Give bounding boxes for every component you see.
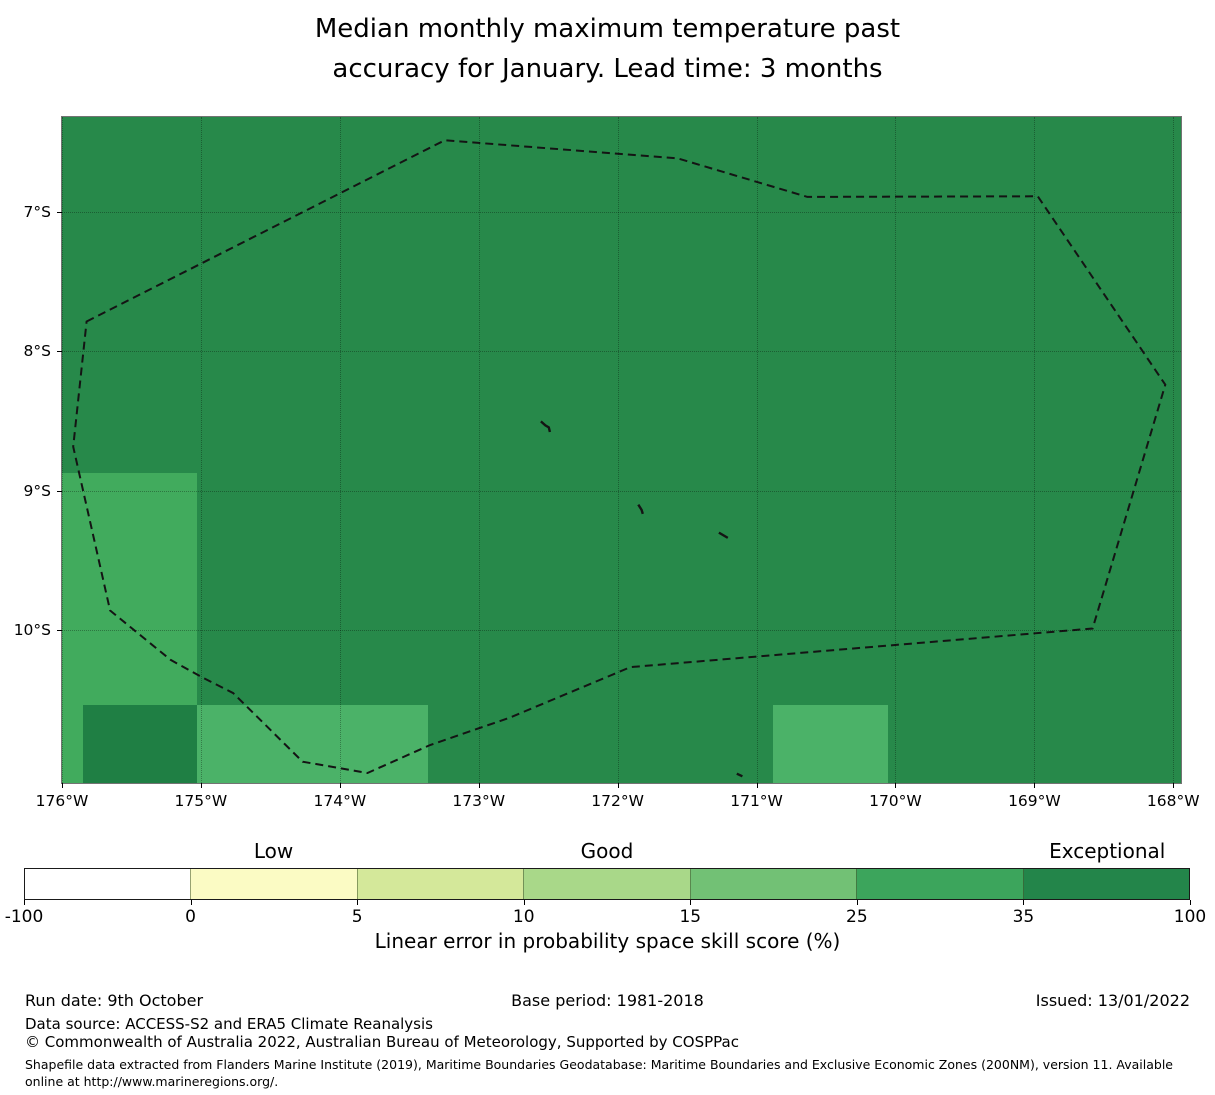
colorbar-tick-label: 35 xyxy=(1012,907,1035,927)
colorbar-tick xyxy=(357,900,359,905)
x-tick-label: 176°W xyxy=(35,792,89,810)
x-axis-tick xyxy=(62,783,63,788)
island-outline xyxy=(736,772,743,778)
x-tick-label: 172°W xyxy=(591,792,644,810)
y-tick-label: 10°S xyxy=(13,620,51,639)
colorbar-tick-label: 0 xyxy=(185,907,196,927)
colorbar-tick-label: 5 xyxy=(351,907,363,927)
colorbar-tick-label: 25 xyxy=(846,907,868,927)
copyright-text: © Commonwealth of Australia 2022, Austra… xyxy=(25,1033,739,1051)
colorbar-segment xyxy=(190,869,357,899)
colorbar-tick xyxy=(1190,900,1191,905)
island-outline xyxy=(718,531,729,539)
colorbar: Low Good Exceptional -100 0 5 10 15 25 3… xyxy=(5,839,1207,927)
colorbar-axis-label: Linear error in probability space skill … xyxy=(374,929,841,953)
data-source-text: Data source: ACCESS-S2 and ERA5 Climate … xyxy=(25,1015,433,1033)
y-tick-label: 9°S xyxy=(23,481,51,500)
colorbar-category-low: Low xyxy=(253,839,294,863)
x-axis-tick xyxy=(200,783,202,788)
x-axis-tick xyxy=(895,783,897,788)
chart-title-line1: Median monthly maximum temperature past xyxy=(314,14,901,44)
colorbar-tick-label: 10 xyxy=(512,907,535,927)
x-axis-tick xyxy=(617,783,619,788)
y-tick-label: 8°S xyxy=(23,342,51,361)
colorbar-tick xyxy=(190,900,192,905)
colorbar-segment xyxy=(856,869,1023,899)
issued-date-text: Issued: 13/01/2022 xyxy=(1035,991,1190,1010)
colorbar-tick xyxy=(690,900,692,905)
y-tick-label: 7°S xyxy=(23,203,51,222)
colorbar-category-good: Good xyxy=(580,839,634,863)
x-axis-tick xyxy=(339,783,341,788)
shapefile-attribution-text: Shapefile data extracted from Flanders M… xyxy=(25,1057,1173,1090)
x-axis-tick xyxy=(1173,783,1175,788)
colorbar-tick xyxy=(523,900,525,905)
skill-region-patch xyxy=(83,705,198,783)
base-period-text: Base period: 1981-2018 xyxy=(511,991,704,1010)
skill-region-patch xyxy=(62,705,84,783)
x-axis-tick xyxy=(756,783,758,788)
colorbar-tick-label: 15 xyxy=(679,907,702,927)
colorbar-tick xyxy=(24,900,25,905)
colorbar-segment xyxy=(1022,869,1189,899)
y-axis-tick xyxy=(57,629,62,631)
map-plot-area: 176°W 175°W 174°W 173°W 172°W 171°W 170°… xyxy=(14,116,1200,810)
y-axis-tick xyxy=(57,212,62,214)
eez-boundary-overlay xyxy=(72,139,1167,778)
colorbar-segment xyxy=(523,869,690,899)
x-tick-label: 170°W xyxy=(869,792,922,810)
y-axis-tick xyxy=(57,490,62,492)
skill-region-patch xyxy=(62,472,198,706)
colorbar-gradient-bar xyxy=(24,868,1190,900)
colorbar-category-exceptional: Exceptional xyxy=(1049,839,1166,863)
island-outline xyxy=(637,503,644,515)
x-tick-label: 174°W xyxy=(313,792,367,810)
chart-title-line2: accuracy for January. Lead time: 3 month… xyxy=(332,54,883,84)
colorbar-tick xyxy=(856,900,858,905)
x-axis-tick xyxy=(1034,783,1036,788)
colorbar-tick xyxy=(1023,900,1025,905)
x-tick-label: 171°W xyxy=(730,792,783,810)
x-tick-label: 175°W xyxy=(174,792,228,810)
eez-dashed-boundary xyxy=(72,139,1167,775)
x-axis-tick xyxy=(478,783,480,788)
colorbar-segment xyxy=(25,869,191,899)
skill-region-patch xyxy=(772,705,888,783)
island-outline xyxy=(540,420,552,433)
chart-title: Median monthly maximum temperature past … xyxy=(0,9,1215,89)
colorbar-segment xyxy=(689,869,857,899)
x-tick-label: 169°W xyxy=(1008,792,1061,810)
colorbar-tick-label: 100 xyxy=(1173,907,1207,927)
x-tick-label: 173°W xyxy=(452,792,506,810)
colorbar-segment xyxy=(356,869,524,899)
y-axis-tick xyxy=(57,351,62,353)
colorbar-tick-label: -100 xyxy=(4,907,44,927)
run-date-text: Run date: 9th October xyxy=(25,991,204,1010)
x-tick-label: 168°W xyxy=(1146,792,1200,810)
skill-region-patch xyxy=(197,705,428,783)
